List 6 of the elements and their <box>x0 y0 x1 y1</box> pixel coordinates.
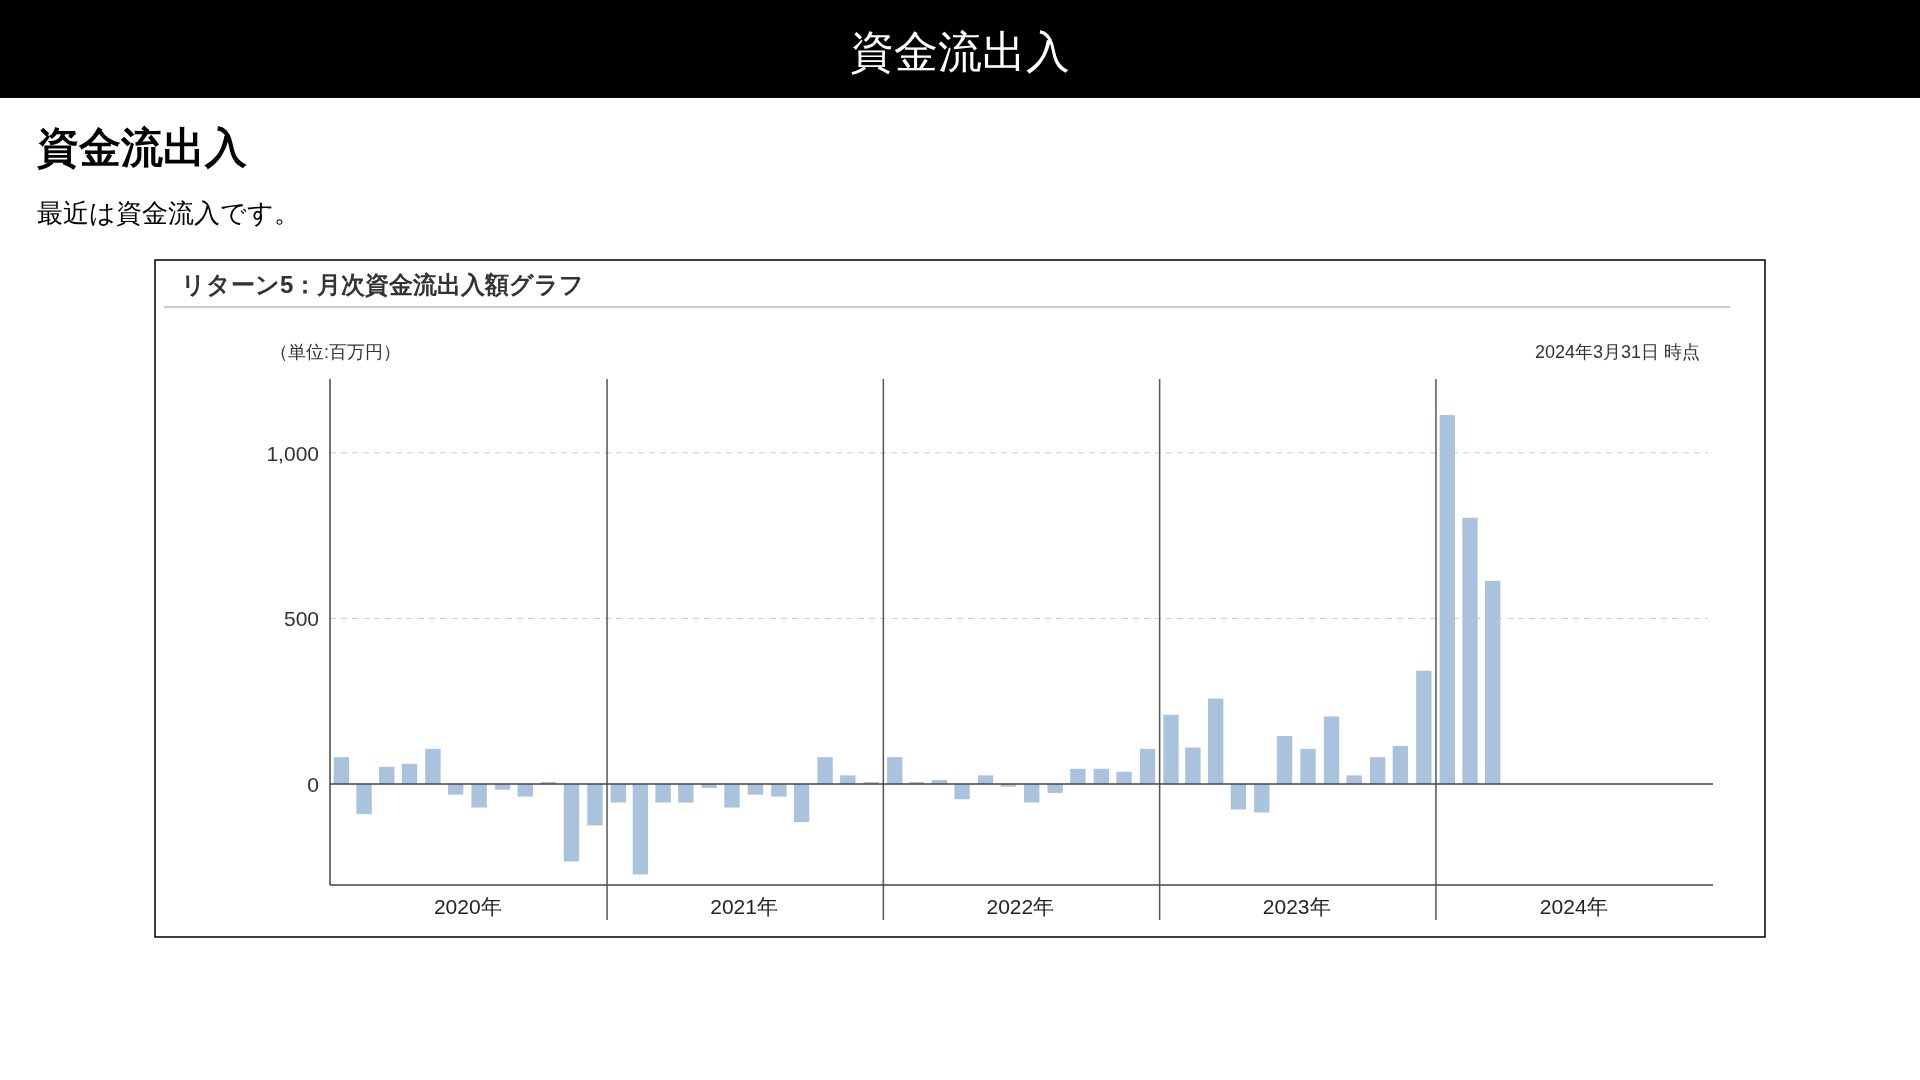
ylabel: （単位:百万円） <box>270 342 401 362</box>
title: リターン5：月次資金流出入額グラフ <box>181 270 585 298</box>
annotation: 資金流出入 <box>37 123 247 171</box>
annotation: 資金流出入 <box>850 26 1070 76</box>
annotation: 2024年3月31日 時点 <box>1534 342 1700 362</box>
annotation: 最近は資金流入です。 <box>37 198 300 228</box>
